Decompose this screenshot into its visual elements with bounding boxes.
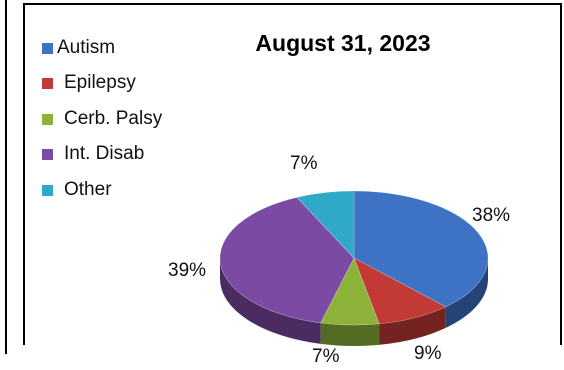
pie-slice-side-autism	[445, 258, 488, 328]
pie-slice-side-cerb-palsy	[320, 322, 380, 346]
pie-slice-int-disab	[219, 197, 355, 324]
legend-swatch-epilepsy	[42, 77, 53, 89]
pie-label-epilepsy: 9%	[414, 343, 442, 364]
chart-frame	[23, 3, 562, 345]
pie-label-autism: 38%	[472, 205, 510, 226]
legend-label-cerb-palsy: Cerb. Palsy	[64, 108, 163, 129]
legend-item-autism: Autism	[42, 36, 115, 60]
frame-bottom-mask	[23, 345, 564, 370]
legend-item-int-disab: Int. Disab	[42, 142, 144, 166]
legend-item-cerb-palsy: Cerb. Palsy	[42, 107, 162, 131]
legend-item-other: Other	[42, 178, 112, 202]
legend-swatch-autism	[42, 42, 53, 54]
legend-label-epilepsy: Epilepsy	[64, 72, 136, 93]
pie-slice-other	[296, 190, 355, 259]
legend-label-int-disab: Int. Disab	[64, 143, 145, 164]
pie-slice-autism	[353, 190, 489, 308]
pie-label-cerb-palsy: 7%	[312, 346, 340, 367]
pie-slice-side-epilepsy	[379, 306, 446, 345]
chart-title: August 31, 2023	[255, 30, 431, 56]
pie-label-other: 7%	[290, 153, 318, 174]
pie-label-int-disab: 39%	[168, 260, 206, 281]
legend-label-other: Other	[64, 179, 112, 200]
legend-swatch-int-disab	[42, 148, 53, 160]
pie-slice-side-int-disab	[220, 258, 321, 344]
left-border-line	[5, 0, 7, 354]
legend-label-autism: Autism	[57, 37, 116, 58]
legend-swatch-cerb-palsy	[42, 113, 53, 125]
pie-slice-epilepsy	[353, 257, 447, 325]
pie-slice-cerb-palsy	[320, 257, 380, 326]
legend-swatch-other	[42, 184, 53, 196]
legend-item-epilepsy: Epilepsy	[42, 71, 136, 95]
pie-side-walls	[220, 258, 488, 346]
